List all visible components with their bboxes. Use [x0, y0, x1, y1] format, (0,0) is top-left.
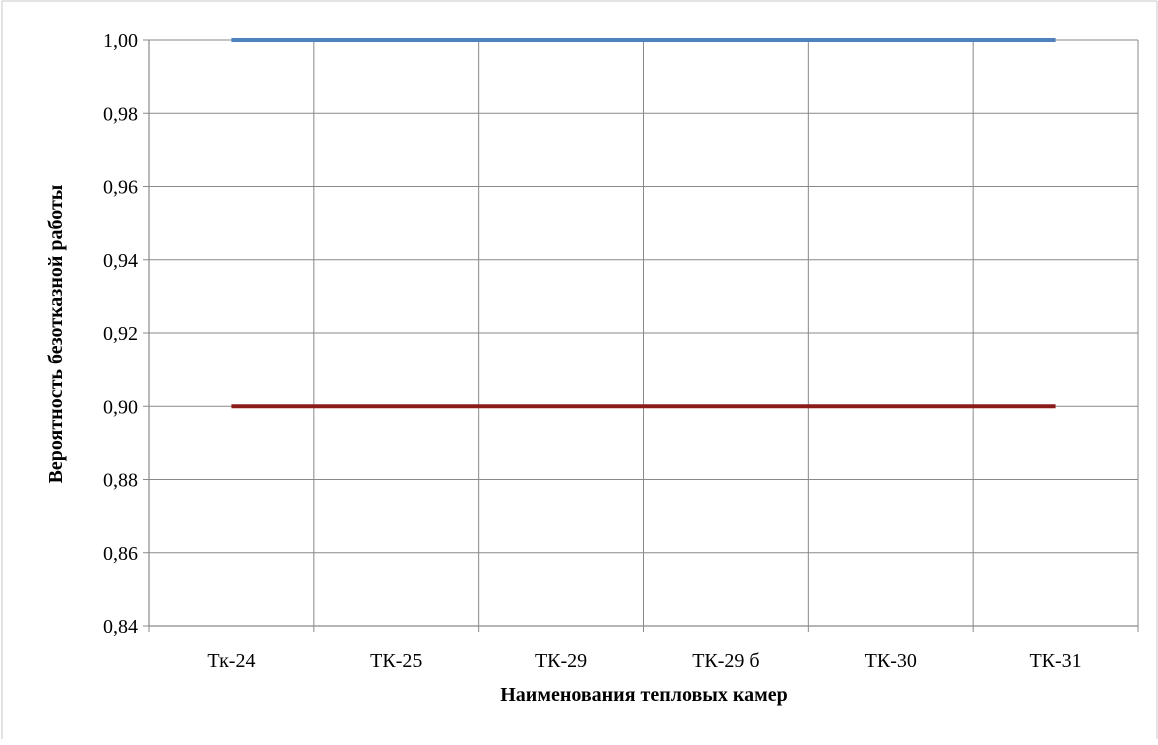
x-tick-label: ТК-30: [865, 650, 917, 672]
x-tick-label: ТК-29: [535, 650, 587, 672]
x-tick-label: ТК-31: [1029, 650, 1081, 672]
y-tick-label: 0,90: [103, 396, 138, 418]
y-tick-label: 0,86: [103, 543, 138, 565]
gridlines: [149, 40, 1138, 626]
axes: [143, 40, 1138, 632]
y-tick-label: 0,92: [103, 323, 138, 345]
y-tick-label: 1,00: [103, 30, 138, 52]
y-tick-label: 0,84: [103, 616, 138, 638]
y-tick-label: 0,88: [103, 470, 138, 492]
y-tick-label: 0,96: [103, 177, 138, 199]
y-axis-title: Вероятность безотказной работы: [45, 184, 67, 483]
y-tick-label: 0,94: [103, 250, 138, 272]
y-tick-labels: 0,84 0,86 0,88 0,90 0,92 0,94 0,96 0,98 1,00: [103, 30, 138, 638]
x-tick-label: ТК-25: [370, 650, 422, 672]
x-tick-label: ТК-29 б: [692, 650, 759, 672]
x-tick-labels: Тк-24 ТК-25 ТК-29 ТК-29 б ТК-30 ТК-31: [207, 650, 1081, 672]
y-tick-label: 0,98: [103, 103, 138, 125]
x-axis-title: Наименования тепловых камер: [500, 684, 787, 706]
x-tick-label: Тк-24: [207, 650, 255, 672]
